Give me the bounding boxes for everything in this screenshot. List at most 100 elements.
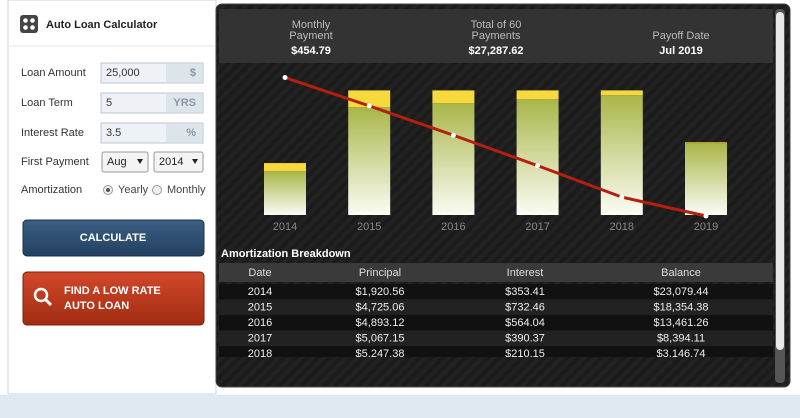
input-value: 25,000	[106, 67, 140, 79]
table-cell: $210.15	[505, 348, 545, 360]
select-box[interactable]	[101, 151, 149, 173]
x-tick-label: 2015	[357, 221, 381, 233]
table-row	[219, 315, 773, 331]
table-cell: 2017	[248, 332, 272, 344]
summary-value: $27,287.62	[468, 45, 523, 57]
field-label: Loan Term	[21, 97, 73, 109]
summary-label: Total of 60	[471, 19, 522, 31]
field-label: Interest Rate	[21, 127, 84, 139]
table-cell: $732.46	[505, 301, 545, 313]
table-cell: $23,079.44	[653, 286, 708, 298]
summary-label: Payoff Date	[652, 30, 709, 42]
table-cell: $390.37	[505, 332, 545, 344]
left-panel	[7, 0, 217, 395]
table-cell: 2014	[248, 286, 272, 298]
x-tick-label: 2014	[273, 221, 297, 233]
interest-bar	[600, 90, 643, 96]
summary-label: Payment	[289, 30, 332, 42]
select-arrow	[137, 159, 143, 164]
x-tick-label: 2016	[441, 221, 465, 233]
x-tick-label: 2018	[610, 221, 634, 233]
unit-box	[166, 64, 202, 82]
table-cell: $1,920.56	[356, 286, 405, 298]
interest-bar	[685, 142, 727, 144]
interest-bar	[264, 163, 306, 172]
table-cell: $564.04	[505, 317, 545, 329]
balance-point	[619, 194, 625, 200]
select-value: Aug	[107, 156, 127, 168]
balance-point	[703, 213, 709, 219]
table-row	[219, 346, 773, 357]
loan-label: FIND A LOW RATE	[64, 285, 161, 297]
loan-label: AUTO LOAN	[64, 300, 129, 312]
principal-bar	[685, 143, 727, 215]
search-handle	[43, 297, 53, 307]
calculate-button[interactable]	[22, 219, 205, 257]
table-cell: 2015	[248, 301, 272, 313]
column-header: Balance	[661, 267, 701, 279]
column-header: Date	[248, 267, 271, 279]
table-row	[219, 284, 773, 300]
column-header: Principal	[359, 267, 401, 279]
balance-point	[366, 103, 372, 109]
table-cell: $5,247.38	[356, 348, 405, 360]
summary-value: $454.79	[291, 45, 331, 57]
radio[interactable]	[152, 185, 162, 195]
icon-dots	[23, 18, 35, 30]
table-row	[219, 299, 773, 315]
table-cell: 2016	[248, 317, 272, 329]
balance-point	[535, 163, 541, 169]
table-title: Amortization Breakdown	[221, 248, 351, 260]
summary-label: Monthly	[292, 19, 331, 31]
radio-label: Yearly	[118, 184, 149, 196]
table-row	[219, 330, 773, 346]
table-cell: $3,146.74	[657, 348, 706, 360]
table-header	[219, 263, 773, 282]
input-unit: %	[186, 127, 196, 139]
input-unit: $	[190, 67, 196, 79]
unit-box	[166, 124, 202, 142]
radio-dot	[106, 188, 110, 192]
field-label: Amortization	[21, 184, 82, 196]
field-label: Loan Amount	[21, 67, 86, 79]
input-value: 5	[106, 97, 112, 109]
unit-box	[166, 94, 202, 112]
x-tick-label: 2019	[694, 221, 718, 233]
table-cell: $353.41	[505, 286, 545, 298]
loan-button[interactable]	[22, 271, 205, 326]
summary-value: Jul 2019	[659, 45, 702, 57]
app-icon	[20, 15, 38, 33]
interest-bar	[516, 90, 559, 100]
table-cell: $13,461.26	[653, 317, 708, 329]
column-header: Interest	[507, 267, 544, 279]
input-unit: YRS	[173, 97, 196, 109]
select-value: 2014	[159, 156, 183, 168]
app-title: Auto Loan Calculator	[46, 19, 158, 31]
summary-bar	[219, 9, 773, 63]
select-box[interactable]	[153, 151, 204, 173]
principal-bar	[432, 103, 475, 215]
input-value: 3.5	[106, 127, 121, 139]
principal-bar	[516, 99, 559, 215]
interest-bar	[432, 90, 475, 104]
table-cell: $4,893.12	[356, 317, 405, 329]
x-tick-label: 2017	[525, 221, 549, 233]
principal-bar	[348, 107, 391, 215]
select-arrow	[192, 159, 198, 164]
table-cell: $8,394.11	[657, 332, 705, 344]
field-label: First Payment	[21, 156, 89, 168]
table-body: 2014 $1,920.56 $353.41 $23,079.44 2015 $4,725…	[219, 284, 773, 360]
balance-point	[282, 75, 288, 81]
summary-label: Payments	[472, 30, 521, 42]
calculate-label: CALCULATE	[80, 232, 146, 244]
radio-label: Monthly	[167, 184, 206, 196]
table-cell: $18,354.38	[653, 301, 708, 313]
search-icon	[33, 287, 49, 303]
principal-bar	[264, 171, 306, 215]
balance-point	[450, 132, 456, 138]
table-cell: $5,067.15	[356, 332, 405, 344]
scrollbar-thumb[interactable]	[776, 12, 784, 350]
table-cell: 2018	[248, 348, 272, 360]
balance-line	[284, 76, 707, 218]
